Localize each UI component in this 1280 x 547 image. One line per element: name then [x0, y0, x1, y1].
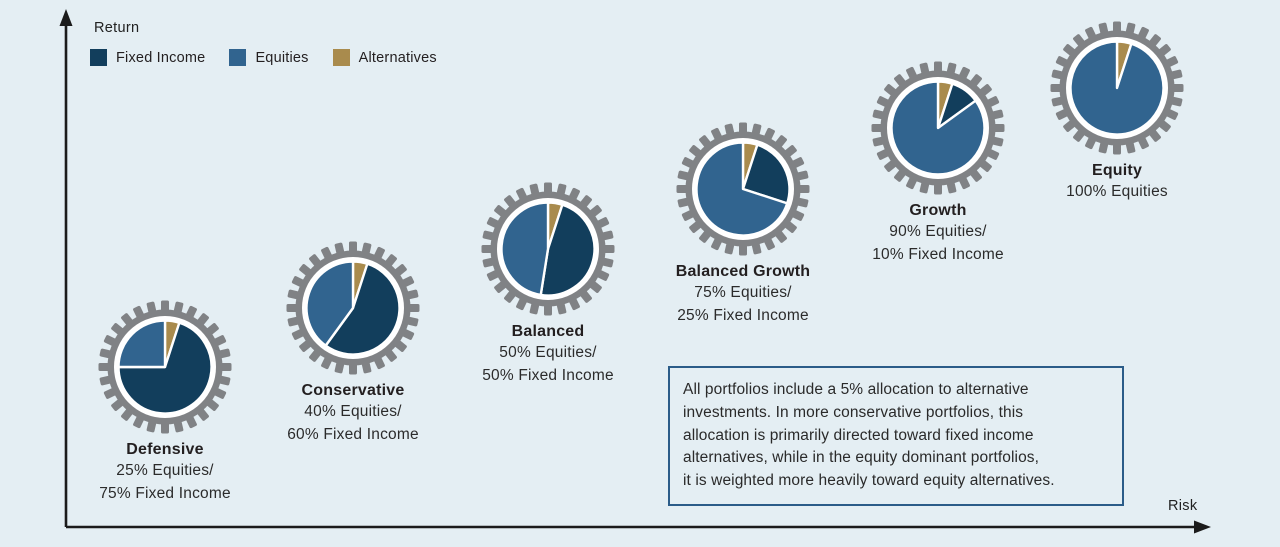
y-axis-arrowhead	[59, 9, 73, 26]
portfolio-title: Growth	[909, 202, 967, 219]
portfolio-balanced-growth: Balanced Growth 75% Equities/ 25% Fixed …	[638, 119, 848, 327]
legend: Fixed Income Equities Alternatives	[90, 49, 437, 66]
portfolio-title: Balanced	[511, 323, 585, 340]
portfolio-allocation-line: 40% Equities/	[304, 403, 402, 420]
note-text-line: it is weighted more heavily toward equit…	[683, 472, 1055, 490]
legend-label: Alternatives	[358, 49, 437, 66]
legend-item-fixed-income: Fixed Income	[90, 49, 205, 66]
gear-pie-growth-icon	[868, 58, 1008, 198]
portfolio-allocation-line: 60% Fixed Income	[287, 426, 419, 443]
portfolio-allocation-line: 75% Equities/	[694, 284, 792, 301]
gear-pie-conservative-icon	[283, 238, 423, 378]
portfolio-equity: Equity 100% Equities	[1012, 18, 1222, 203]
portfolio-allocation-line: 100% Equities	[1066, 183, 1168, 200]
x-axis-label: Risk	[1168, 498, 1198, 514]
note-text-line: All portfolios include a 5% allocation t…	[683, 381, 1029, 398]
x-axis-arrowhead	[1194, 520, 1211, 534]
legend-item-equities: Equities	[229, 49, 308, 66]
equities-swatch-icon	[229, 49, 247, 66]
note-text-line: alternatives, while in the equity domina…	[683, 449, 1040, 467]
gear-pie-equity-icon	[1047, 18, 1187, 158]
gear-pie-balanced-icon	[478, 179, 618, 319]
legend-label: Fixed Income	[116, 49, 206, 66]
portfolio-growth: Growth 90% Equities/ 10% Fixed Income	[833, 58, 1043, 266]
portfolio-title: Defensive	[126, 441, 204, 458]
portfolio-allocation-line: 50% Equities/	[499, 344, 597, 361]
portfolio-allocation-line: 50% Fixed Income	[482, 367, 614, 384]
gear-pie-defensive-icon	[95, 297, 235, 437]
legend-label: Equities	[255, 49, 309, 66]
portfolio-title: Conservative	[301, 382, 405, 399]
y-axis-label: Return	[94, 20, 140, 36]
note-text-line: allocation is primarily directed toward …	[683, 426, 1034, 444]
portfolio-conservative: Conservative 40% Equities/ 60% Fixed Inc…	[248, 238, 458, 446]
portfolio-allocation-line: 25% Equities/	[116, 462, 214, 479]
legend-item-alternatives: Alternatives	[332, 49, 437, 66]
fixed-income-swatch-icon	[90, 49, 107, 66]
note-text-line: investments. In more conservative portfo…	[683, 403, 1024, 421]
portfolio-title: Equity	[1091, 162, 1143, 179]
portfolio-title: Balanced Growth	[675, 263, 811, 280]
alternatives-note-box: All portfolios include a 5% allocation t…	[668, 366, 1124, 506]
gear-pie-balanced-growth-icon	[673, 119, 813, 259]
portfolio-balanced: Balanced 50% Equities/ 50% Fixed Income	[443, 179, 653, 387]
portfolio-allocation-line: 90% Equities/	[889, 223, 987, 240]
portfolio-allocation-line: 75% Fixed Income	[99, 485, 231, 502]
portfolio-defensive: Defensive 25% Equities/ 75% Fixed Income	[60, 297, 270, 505]
portfolio-allocation-line: 25% Fixed Income	[677, 307, 809, 324]
alternatives-swatch-icon	[332, 49, 350, 66]
portfolio-allocation-line: 10% Fixed Income	[872, 246, 1004, 263]
